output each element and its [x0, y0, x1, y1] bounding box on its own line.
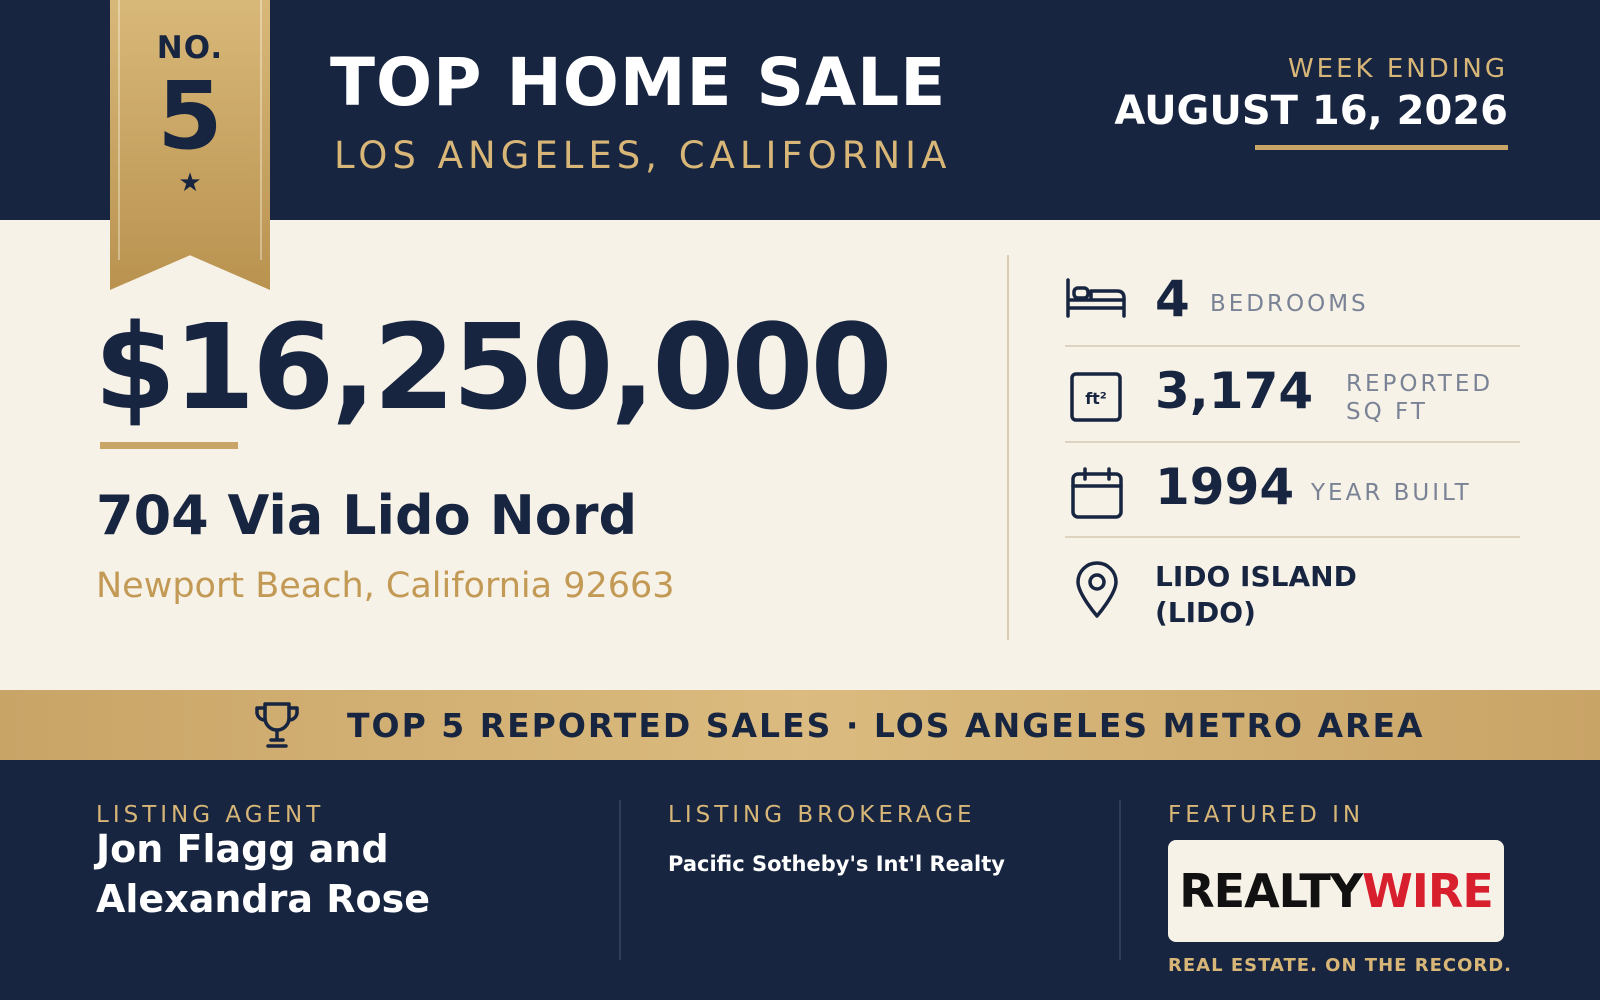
stat-divider — [1065, 441, 1520, 443]
svg-text:ft²: ft² — [1085, 389, 1107, 408]
sqft-label-line1: REPORTED — [1346, 371, 1494, 397]
bedrooms-value: 4 — [1155, 270, 1190, 328]
sqft-label-line2: SQ FT — [1346, 399, 1428, 425]
trophy-icon — [252, 700, 302, 754]
week-ending-date: AUGUST 16, 2026 — [1114, 88, 1508, 134]
year-built-value: 1994 — [1155, 458, 1295, 516]
city-state-zip: Newport Beach, California 92663 — [96, 566, 675, 606]
page-title: TOP HOME SALE — [330, 44, 947, 121]
main-panel — [0, 220, 1600, 690]
logo-part-realty: REALTY — [1179, 864, 1363, 918]
publication-logo-box — [1168, 840, 1504, 942]
location-pin-icon — [1074, 561, 1120, 623]
neighborhood-line2: (LIDO) — [1155, 596, 1256, 629]
listing-agent-label: LISTING AGENT — [96, 802, 325, 828]
date-underline — [1255, 145, 1508, 150]
footer-divider — [1119, 800, 1121, 960]
featured-in-label: FEATURED IN — [1168, 802, 1365, 828]
column-divider — [1007, 255, 1009, 640]
year-built-label: YEAR BUILT — [1311, 480, 1472, 506]
bed-icon — [1065, 276, 1127, 324]
neighborhood-line1: LIDO ISLAND — [1155, 560, 1357, 593]
publication-tagline: REAL ESTATE. ON THE RECORD. — [1168, 955, 1513, 976]
street-address: 704 Via Lido Nord — [96, 484, 638, 547]
week-ending-label: WEEK ENDING — [1287, 54, 1508, 84]
region-subtitle: LOS ANGELES, CALIFORNIA — [334, 134, 952, 177]
ranking-band-text: TOP 5 REPORTED SALES · LOS ANGELES METRO… — [347, 706, 1425, 745]
rank-number: 5 — [157, 62, 223, 171]
bedrooms-label: BEDROOMS — [1210, 291, 1369, 317]
stat-divider — [1065, 345, 1520, 347]
listing-agent-names: Jon Flagg and Alexandra Rose — [96, 824, 430, 924]
sale-price: $16,250,000 — [94, 298, 893, 436]
footer-divider — [619, 800, 621, 960]
listing-brokerage-label: LISTING BROKERAGE — [668, 802, 976, 828]
price-underline — [100, 442, 238, 449]
logo-part-wire: WIRE — [1362, 864, 1494, 918]
agent-line1: Jon Flagg and — [96, 827, 389, 871]
publication-logo: REALTYWIRE — [1168, 864, 1504, 918]
agent-line2: Alexandra Rose — [96, 877, 430, 921]
rank-prefix: NO. — [156, 30, 224, 66]
listing-brokerage: Pacific Sotheby's Int'l Realty — [668, 852, 1005, 876]
calendar-icon — [1070, 466, 1124, 524]
stat-divider — [1065, 536, 1520, 538]
square-feet-icon: ft² — [1070, 372, 1124, 426]
rank-ribbon — [110, 0, 270, 290]
sqft-value: 3,174 — [1155, 362, 1314, 420]
star-icon: ★ — [178, 168, 202, 198]
